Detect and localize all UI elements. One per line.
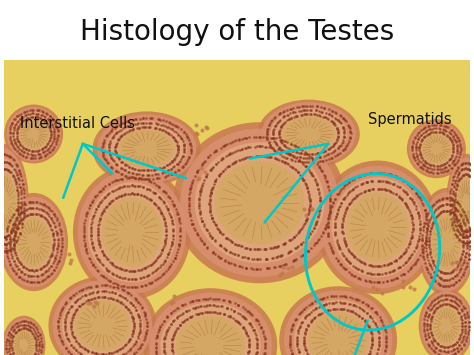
Ellipse shape (195, 142, 324, 263)
Ellipse shape (73, 165, 191, 299)
Ellipse shape (308, 312, 369, 355)
Text: Interstitial Cells: Interstitial Cells (20, 116, 136, 131)
Text: Histology of the Testes: Histology of the Testes (80, 18, 394, 46)
Ellipse shape (456, 177, 474, 228)
Ellipse shape (62, 289, 143, 355)
Ellipse shape (417, 188, 474, 296)
Ellipse shape (0, 144, 29, 262)
Ellipse shape (176, 316, 245, 355)
Ellipse shape (4, 104, 63, 163)
Ellipse shape (0, 193, 68, 291)
Ellipse shape (74, 300, 130, 351)
Ellipse shape (215, 161, 304, 245)
Ellipse shape (118, 129, 175, 168)
Ellipse shape (424, 202, 468, 283)
Ellipse shape (144, 288, 277, 355)
Ellipse shape (448, 158, 474, 248)
Ellipse shape (18, 119, 49, 149)
Ellipse shape (262, 102, 356, 166)
Ellipse shape (282, 116, 335, 152)
Ellipse shape (446, 154, 474, 252)
Ellipse shape (419, 288, 474, 355)
Ellipse shape (294, 300, 383, 355)
Ellipse shape (173, 122, 346, 283)
Ellipse shape (0, 148, 27, 257)
Ellipse shape (421, 291, 472, 355)
Ellipse shape (149, 293, 272, 355)
Ellipse shape (270, 108, 347, 160)
Ellipse shape (106, 121, 187, 177)
Ellipse shape (421, 133, 452, 164)
Ellipse shape (451, 166, 474, 240)
Ellipse shape (7, 107, 61, 161)
Ellipse shape (284, 291, 392, 355)
Ellipse shape (317, 160, 438, 294)
Ellipse shape (279, 286, 397, 355)
Ellipse shape (407, 119, 466, 178)
Ellipse shape (13, 330, 35, 355)
Ellipse shape (180, 129, 339, 277)
Ellipse shape (2, 197, 65, 287)
Ellipse shape (414, 127, 458, 171)
Ellipse shape (321, 166, 433, 289)
Ellipse shape (0, 172, 17, 233)
Ellipse shape (16, 217, 52, 268)
Text: Spermatids: Spermatids (368, 112, 451, 127)
Ellipse shape (409, 122, 464, 176)
Ellipse shape (78, 171, 186, 294)
Ellipse shape (160, 302, 261, 355)
Ellipse shape (431, 214, 462, 270)
Ellipse shape (8, 205, 59, 279)
Ellipse shape (8, 323, 40, 355)
Ellipse shape (432, 306, 461, 345)
Ellipse shape (0, 159, 23, 247)
Ellipse shape (419, 192, 474, 292)
Ellipse shape (11, 112, 56, 156)
Ellipse shape (4, 318, 44, 355)
Ellipse shape (48, 277, 156, 355)
Ellipse shape (2, 316, 46, 355)
Ellipse shape (258, 100, 360, 168)
Ellipse shape (332, 177, 423, 277)
Ellipse shape (53, 280, 152, 355)
Ellipse shape (101, 197, 163, 267)
Ellipse shape (88, 182, 176, 282)
Ellipse shape (97, 114, 196, 183)
Ellipse shape (426, 297, 467, 354)
Ellipse shape (346, 193, 409, 262)
Ellipse shape (92, 111, 201, 186)
